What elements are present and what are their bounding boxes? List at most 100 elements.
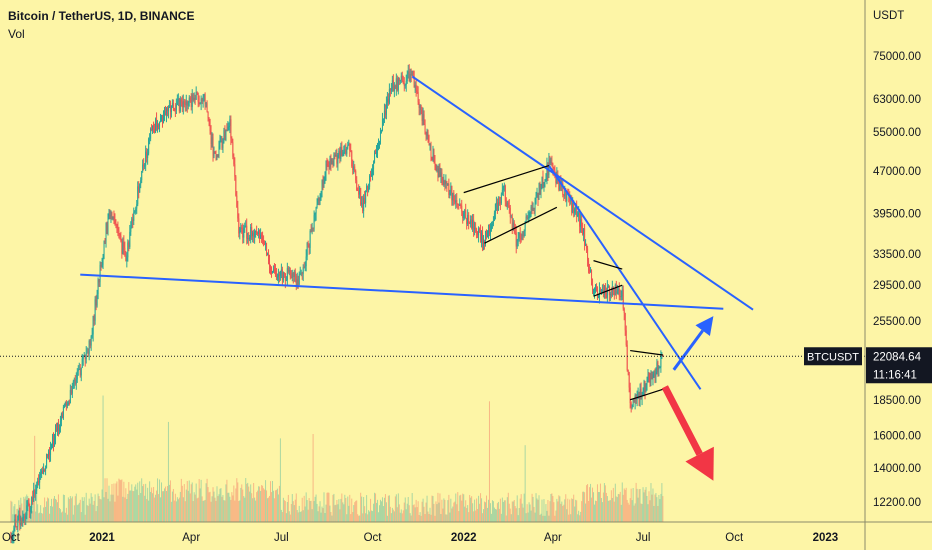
volume-bar: [621, 482, 623, 522]
volume-bar: [493, 507, 495, 522]
candle-body: [202, 96, 204, 102]
candle-body: [527, 217, 529, 219]
candle-body: [343, 152, 345, 154]
volume-bar: [571, 498, 573, 522]
volume-bar: [268, 497, 270, 522]
candle-body: [566, 193, 568, 202]
volume-bar: [14, 504, 16, 522]
trendline: [80, 273, 724, 310]
candle-body: [242, 228, 244, 238]
volume-bar: [68, 499, 70, 522]
candle-body: [27, 502, 29, 506]
candle-body: [316, 204, 318, 208]
candle-body: [420, 105, 422, 110]
candle-body: [459, 204, 461, 206]
candle-body: [69, 390, 71, 404]
countdown-label: 11:16:41: [873, 369, 917, 381]
candle-body: [150, 128, 152, 139]
volume-bar: [390, 513, 392, 522]
volume-bar: [401, 513, 403, 522]
candle-body: [115, 222, 117, 225]
candle-body: [222, 142, 224, 148]
volume-bar: [78, 502, 80, 522]
volume-bar: [597, 492, 599, 522]
volume-bar: [156, 490, 158, 522]
volume-bar: [293, 505, 295, 522]
volume-bar: [260, 490, 262, 522]
volume-bar: [369, 511, 371, 522]
volume-bar: [616, 497, 618, 522]
candle-body: [372, 168, 374, 175]
volume-bar: [600, 497, 602, 522]
volume-bar: [527, 512, 529, 522]
volume-bar: [585, 503, 587, 522]
volume-bar: [241, 484, 243, 522]
volume-bar: [580, 511, 582, 522]
candle-body: [492, 220, 494, 225]
volume-bar: [238, 500, 240, 522]
volume-bar: [492, 501, 494, 522]
volume-bar: [656, 497, 658, 522]
candle-body: [158, 125, 160, 127]
candle-body: [604, 285, 606, 292]
volume-bar: [486, 495, 488, 522]
candle-body: [509, 207, 511, 218]
candle-body: [86, 352, 88, 354]
volume-bar: [533, 506, 535, 522]
candle-body: [56, 423, 58, 432]
volume-bar: [145, 483, 147, 522]
candle-body: [179, 99, 181, 112]
candle-body: [138, 186, 140, 193]
arrow-down-shaft: [661, 385, 703, 456]
volume-bar: [553, 502, 555, 522]
candle-body: [289, 270, 291, 277]
volume-bar: [240, 487, 242, 522]
volume-bar: [262, 485, 264, 522]
candle-body: [306, 243, 308, 257]
candle-body: [601, 290, 603, 294]
candle-body: [595, 287, 597, 289]
volume-bar: [485, 502, 487, 522]
volume-bar: [402, 510, 404, 522]
volume-bar: [355, 500, 357, 522]
candle-body: [364, 197, 366, 203]
volume-bar: [339, 509, 341, 522]
candle-body: [23, 516, 25, 518]
candle-body: [299, 273, 301, 275]
candle-body: [643, 381, 645, 392]
candle-body: [102, 258, 104, 265]
candle-body: [332, 160, 334, 166]
volume-bar: [173, 500, 175, 522]
volume-bar: [498, 508, 500, 522]
volume-bar: [327, 492, 329, 522]
volume-bar: [234, 500, 236, 522]
candle-body: [194, 97, 196, 100]
candle-body: [190, 99, 192, 108]
volume-bar: [153, 486, 155, 522]
volume-bar: [342, 502, 344, 522]
volume-bar: [12, 514, 14, 522]
volume-bar: [407, 497, 409, 522]
volume-bar: [449, 512, 451, 522]
candle-body: [607, 285, 609, 287]
candle-body: [620, 296, 622, 298]
candle-body: [537, 192, 539, 199]
candle-body: [593, 292, 595, 294]
candle-body: [135, 208, 137, 212]
volume-bar: [249, 491, 251, 522]
volume-bar: [176, 497, 178, 522]
volume-bar: [499, 498, 501, 522]
candle-body: [623, 308, 625, 314]
candle-body: [382, 118, 384, 120]
symbol-title: Bitcoin / TetherUS, 1D, BINANCE: [8, 9, 195, 23]
volume-bar: [245, 478, 247, 522]
volume-bar: [531, 493, 533, 522]
candle-body: [654, 373, 656, 377]
volume-bar: [276, 488, 278, 522]
candle-body: [399, 79, 401, 81]
volume-bar: [628, 504, 630, 522]
candle-body: [224, 130, 226, 141]
volume-bar: [43, 507, 45, 522]
candle-body: [392, 80, 394, 92]
